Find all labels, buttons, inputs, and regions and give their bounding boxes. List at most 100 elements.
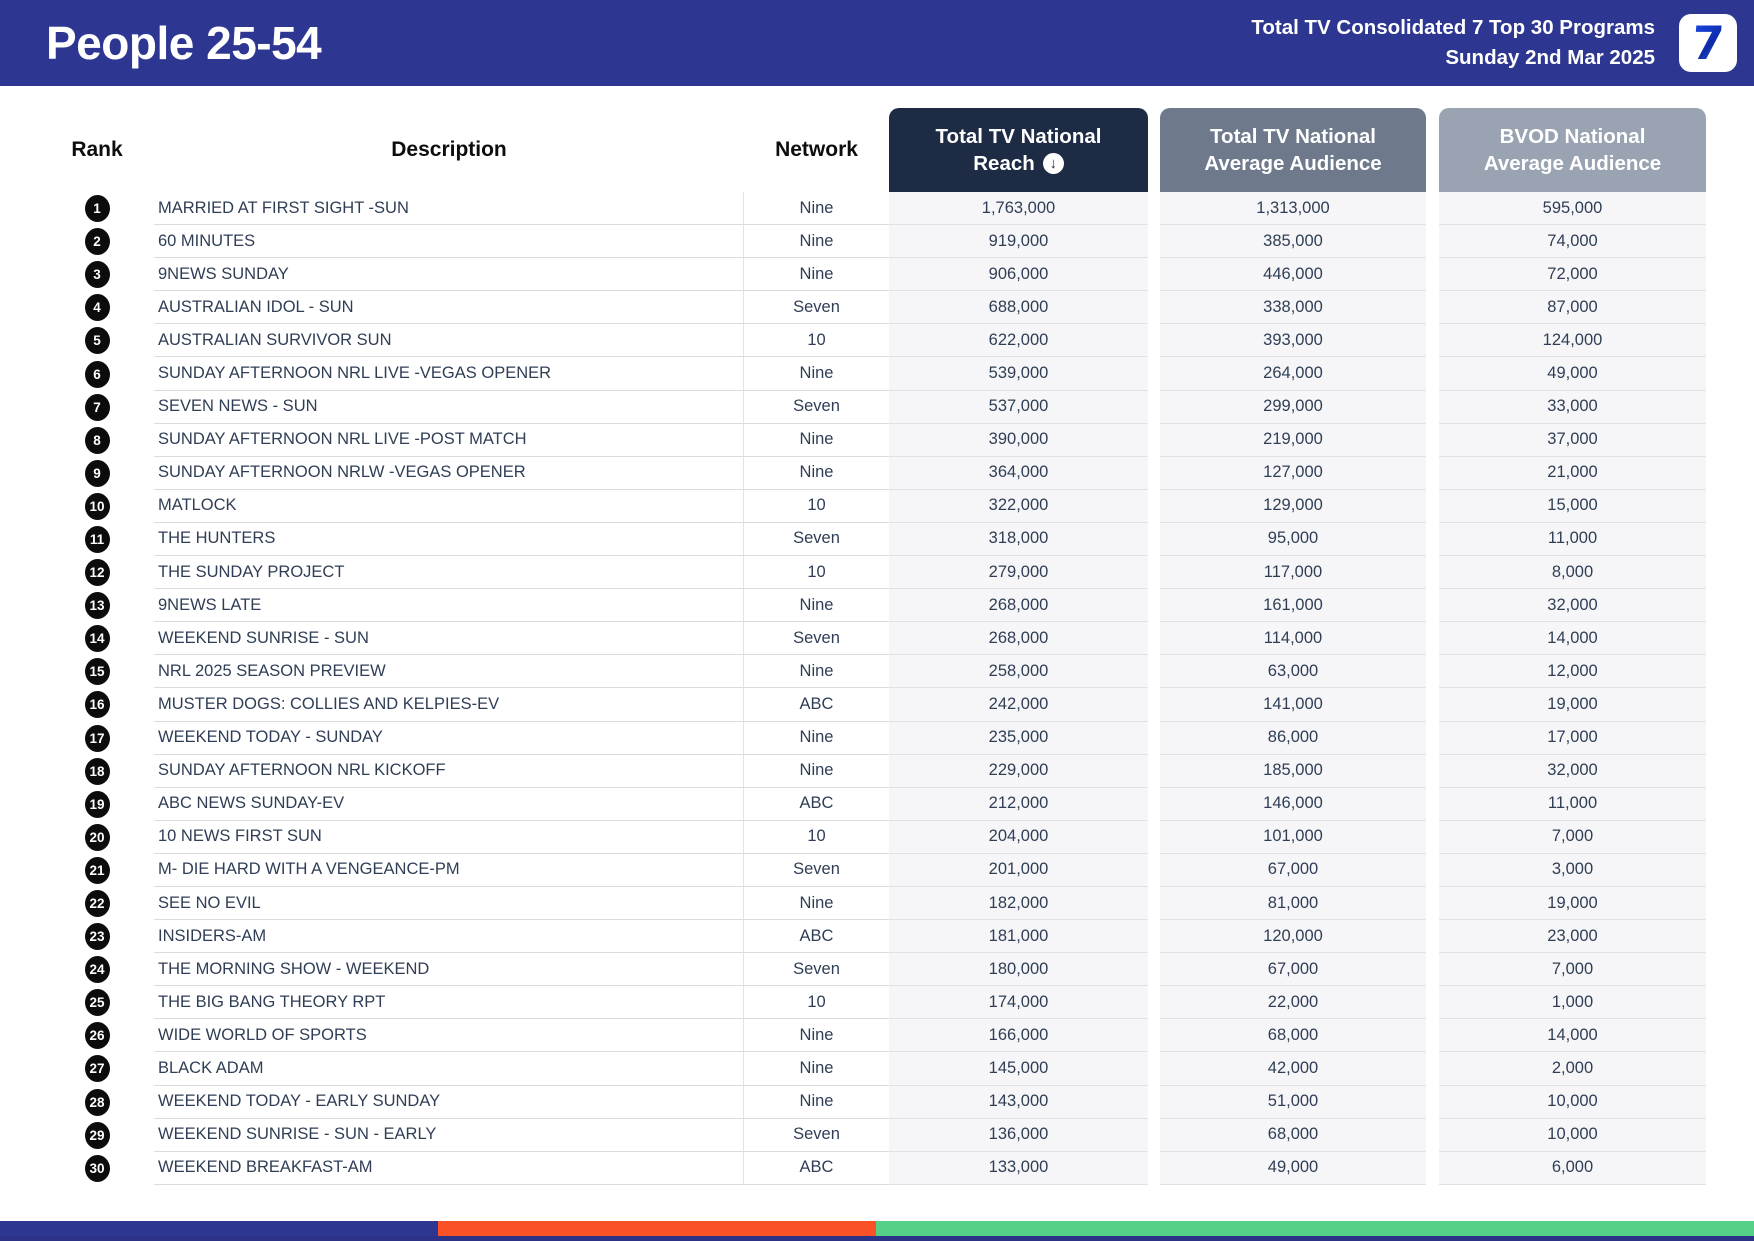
network-cell: 10 [744, 556, 889, 590]
program-description: WEEKEND BREAKFAST-AM [154, 1151, 744, 1185]
avg-audience-cell: 1,313,000 [1160, 192, 1426, 226]
reach-cell: 322,000 [889, 489, 1148, 523]
rank-cell: 4 [0, 291, 154, 324]
bvod-audience-cell: 7,000 [1439, 820, 1706, 854]
sort-descending-icon[interactable]: ↓ [1042, 153, 1064, 174]
program-description: 9NEWS LATE [154, 589, 744, 623]
footer-segment-orange [438, 1221, 876, 1236]
bvod-audience-cell: 7,000 [1439, 953, 1706, 987]
program-description: SUNDAY AFTERNOON NRL KICKOFF [154, 754, 744, 788]
rank-badge: 29 [84, 1121, 110, 1149]
program-description: BLACK ADAM [154, 1052, 744, 1086]
bvod-audience-cell: 33,000 [1439, 390, 1706, 424]
rank-cell: 6 [0, 357, 154, 390]
rank-cell: 14 [0, 622, 154, 655]
avg-audience-cell: 117,000 [1160, 556, 1426, 590]
reach-header-line2: Reach [973, 152, 1035, 175]
network-cell: Seven [744, 953, 889, 987]
network-cell: Seven [744, 291, 889, 325]
column-header-description: Description [391, 138, 507, 161]
seven-logo-glyph: 7 [1690, 16, 1726, 70]
network-cell: Seven [744, 391, 889, 424]
bvod-audience-cell: 15,000 [1439, 489, 1706, 523]
table-row: 23 INSIDERS-AM ABC 181,000 120,000 23,00… [0, 920, 1754, 954]
rank-cell: 8 [0, 424, 154, 457]
network-cell: Nine [744, 424, 889, 457]
bvod-audience-cell: 74,000 [1439, 225, 1706, 259]
program-description: WEEKEND TODAY - EARLY SUNDAY [154, 1085, 744, 1119]
avg-header-line2: Average Audience [1204, 152, 1382, 175]
program-description: SEE NO EVIL [154, 886, 744, 921]
reach-cell: 622,000 [889, 324, 1148, 358]
program-description: SUNDAY AFTERNOON NRL LIVE -VEGAS OPENER [154, 357, 744, 391]
rank-badge: 21 [84, 856, 110, 884]
reach-cell: 919,000 [889, 225, 1148, 259]
table-row: 15 NRL 2025 SEASON PREVIEW Nine 258,000 … [0, 655, 1754, 689]
program-description: THE SUNDAY PROJECT [154, 556, 744, 590]
network-cell: 10 [744, 490, 889, 523]
program-description: M- DIE HARD WITH A VENGEANCE-PM [154, 853, 744, 887]
column-header-network: Network [775, 138, 858, 161]
table-row: 12 THE SUNDAY PROJECT 10 279,000 117,000… [0, 556, 1754, 590]
table-row: 27 BLACK ADAM Nine 145,000 42,000 2,000 [0, 1052, 1754, 1086]
program-description: THE MORNING SHOW - WEEKEND [154, 953, 744, 987]
bvod-audience-cell: 6,000 [1439, 1151, 1706, 1185]
bvod-audience-cell: 3,000 [1439, 853, 1706, 887]
network-cell: 10 [744, 324, 889, 358]
avg-audience-cell: 264,000 [1160, 357, 1426, 391]
rank-cell: 21 [0, 854, 154, 887]
table-row: 29 WEEKEND SUNRISE - SUN - EARLY Seven 1… [0, 1118, 1754, 1152]
bvod-audience-cell: 14,000 [1439, 1019, 1706, 1053]
reach-cell: 318,000 [889, 522, 1148, 557]
column-header-bvod-avg-audience[interactable]: BVOD National Average Audience [1439, 108, 1706, 192]
rank-badge: 12 [84, 559, 110, 587]
avg-header-line1: Total TV National [1210, 125, 1376, 148]
table-row: 1 MARRIED AT FIRST SIGHT -SUN Nine 1,763… [0, 192, 1754, 226]
table-row: 21 M- DIE HARD WITH A VENGEANCE-PM Seven… [0, 853, 1754, 887]
bvod-audience-cell: 23,000 [1439, 920, 1706, 954]
avg-audience-cell: 86,000 [1160, 721, 1426, 755]
avg-audience-cell: 51,000 [1160, 1085, 1426, 1119]
bvod-header-line1: BVOD National [1499, 125, 1646, 148]
table-row: 3 9NEWS SUNDAY Nine 906,000 446,000 72,0… [0, 258, 1754, 292]
column-header-total-tv-avg-audience[interactable]: Total TV National Average Audience [1160, 108, 1426, 192]
rank-cell: 11 [0, 523, 154, 556]
table-row: 13 9NEWS LATE Nine 268,000 161,000 32,00… [0, 589, 1754, 623]
rank-cell: 13 [0, 589, 154, 622]
reach-cell: 390,000 [889, 423, 1148, 457]
network-cell: Nine [744, 655, 889, 689]
reach-cell: 537,000 [889, 390, 1148, 424]
footer-segment-blue [0, 1221, 438, 1236]
avg-audience-cell: 63,000 [1160, 655, 1426, 689]
table-row: 18 SUNDAY AFTERNOON NRL KICKOFF Nine 229… [0, 754, 1754, 788]
table-row: 17 WEEKEND TODAY - SUNDAY Nine 235,000 8… [0, 721, 1754, 755]
program-description: MATLOCK [154, 489, 744, 523]
avg-audience-cell: 127,000 [1160, 456, 1426, 490]
column-header-total-tv-reach[interactable]: Total TV National Reach ↓ [889, 108, 1148, 192]
rank-cell: 3 [0, 258, 154, 291]
reach-cell: 212,000 [889, 787, 1148, 821]
rank-cell: 28 [0, 1086, 154, 1119]
bvod-header-line2: Average Audience [1483, 152, 1662, 175]
network-cell: Seven [744, 622, 889, 656]
table-row: 19 ABC NEWS SUNDAY-EV ABC 212,000 146,00… [0, 787, 1754, 821]
reach-cell: 258,000 [889, 655, 1148, 689]
reach-cell: 229,000 [889, 754, 1148, 788]
avg-audience-cell: 68,000 [1160, 1019, 1426, 1053]
bvod-audience-cell: 2,000 [1439, 1052, 1706, 1086]
rank-badge: 17 [84, 724, 110, 752]
avg-audience-cell: 338,000 [1160, 291, 1426, 325]
avg-audience-cell: 446,000 [1160, 258, 1426, 292]
rank-badge: 9 [84, 459, 110, 487]
avg-audience-cell: 393,000 [1160, 324, 1426, 358]
network-cell: Seven [744, 523, 889, 557]
rank-badge: 14 [84, 625, 110, 653]
rank-cell: 23 [0, 920, 154, 953]
network-cell: Nine [744, 225, 889, 259]
rank-cell: 17 [0, 722, 154, 755]
column-header-rank: Rank [71, 138, 123, 161]
rank-cell: 5 [0, 324, 154, 357]
rank-badge: 3 [84, 261, 110, 289]
rank-badge: 7 [84, 393, 110, 421]
avg-audience-cell: 161,000 [1160, 589, 1426, 623]
